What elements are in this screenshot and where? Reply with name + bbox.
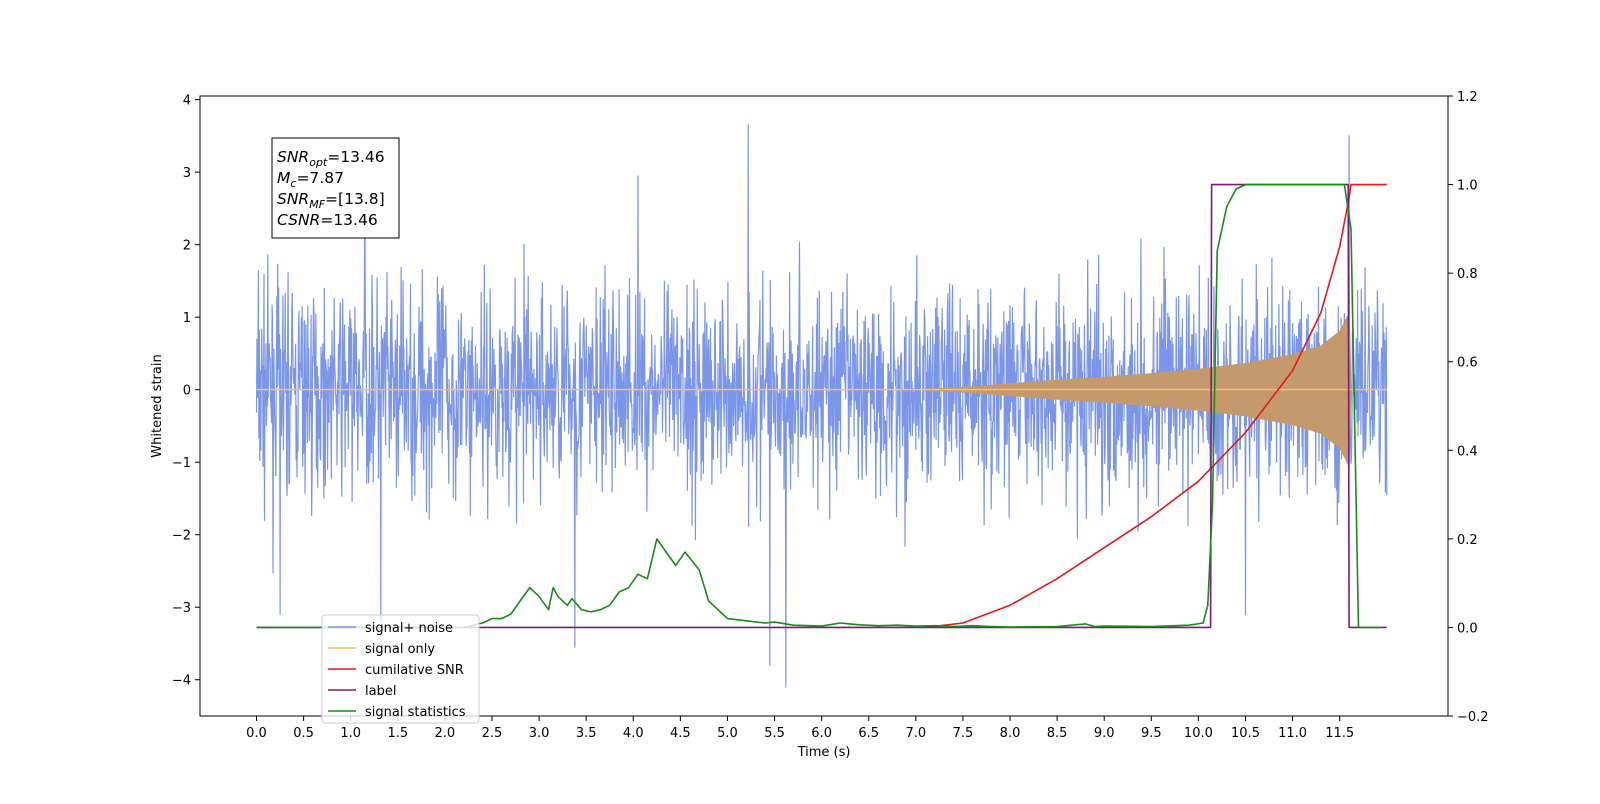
- x-tick-label: 6.0: [811, 726, 832, 741]
- y-tick-label: −2: [172, 529, 191, 544]
- legend-entry-label: signal statistics: [365, 705, 466, 720]
- legend-entry-label: signal+ noise: [365, 621, 453, 636]
- y2-tick-label: 1.2: [1457, 90, 1478, 105]
- legend-entry-label: label: [365, 684, 396, 699]
- y2-tick-label: 0.8: [1457, 267, 1478, 282]
- annotation-subscript: MF: [309, 198, 325, 211]
- legend: signal+ noise signal only cumilative SNR la…: [321, 614, 480, 724]
- annotation-subscript: opt: [309, 156, 328, 169]
- y2-tick-label: 0.2: [1457, 533, 1478, 548]
- annotation-box-frame: [271, 137, 400, 239]
- y-tick-label: −4: [172, 674, 191, 689]
- x-tick-label: 10.0: [1184, 726, 1213, 741]
- x-tick-label: 11.0: [1278, 726, 1307, 741]
- annotation-symbol: SNR: [277, 148, 309, 166]
- annotation-subscript: c: [290, 177, 296, 190]
- axes-layer: 0.0 0.5 1.0 1.5 2.0 2.5 3.0 3.5 4.0 4.5 5.0 5.5 6.0 6…: [150, 90, 1489, 760]
- x-tick-label: 3.5: [576, 726, 597, 741]
- x-tick-label: 6.5: [858, 726, 879, 741]
- y-tick-label: 0: [183, 384, 191, 399]
- x-tick-label: 10.5: [1231, 726, 1260, 741]
- y-tick-label: 1: [183, 311, 191, 326]
- annotation-value: =7.87: [296, 169, 344, 187]
- x-tick-label: 2.0: [435, 726, 456, 741]
- x-tick-label: 11.5: [1325, 726, 1354, 741]
- y-axis-label: Whitened strain: [150, 354, 165, 457]
- annotation-value: =13.46: [327, 148, 384, 166]
- annotation-line: Mc=7.87: [277, 169, 344, 190]
- annotation-line: SNRopt=13.46: [277, 148, 385, 169]
- annotation-symbol: CSNR: [277, 211, 320, 229]
- x-tick-label: 9.5: [1141, 726, 1162, 741]
- x-tick-label: 0.5: [293, 726, 314, 741]
- y-tick-label: 4: [183, 94, 191, 109]
- legend-frame: [321, 614, 480, 724]
- annotation-symbol: M: [277, 169, 290, 187]
- x-tick-label: 5.0: [717, 726, 738, 741]
- x-tick-label: 8.0: [1000, 726, 1021, 741]
- x-tick-label: 5.5: [764, 726, 785, 741]
- x-tick-label: 0.0: [246, 726, 267, 741]
- annotation-value: =[13.8]: [325, 190, 385, 208]
- annotation-line: SNRMF=[13.8]: [277, 190, 385, 211]
- x-tick-label: 4.0: [623, 726, 644, 741]
- y2-tick-label: 1.0: [1457, 179, 1478, 194]
- series-layer: [255, 124, 1388, 688]
- x-tick-label: 3.0: [529, 726, 550, 741]
- x-tick-label: 1.5: [387, 726, 408, 741]
- y2-tick-label: 0.4: [1457, 444, 1478, 459]
- y-tick-label: −1: [172, 456, 191, 471]
- x-tick-label: 1.0: [340, 726, 361, 741]
- series-signal-noise-line: [255, 124, 1388, 688]
- x-tick-label: 9.0: [1094, 726, 1115, 741]
- y2-tick-label: −0.2: [1457, 710, 1489, 725]
- legend-entry-label: signal only: [365, 642, 435, 657]
- series-signal-statistics-line: [256, 183, 1383, 629]
- x-tick-label: 7.0: [905, 726, 926, 741]
- annotation-box: SNRopt=13.46Mc=7.87SNRMF=[13.8]CSNR=13.4…: [271, 137, 400, 239]
- legend-entry-label: cumilative SNR: [365, 663, 464, 678]
- x-tick-label: 2.5: [482, 726, 503, 741]
- y2-tick-label: 0.6: [1457, 356, 1478, 371]
- y-tick-label: 2: [183, 239, 191, 254]
- x-tick-label: 7.5: [953, 726, 974, 741]
- annotation-symbol: SNR: [277, 190, 309, 208]
- plot-frame: [199, 95, 1449, 717]
- x-axis-label: Time (s): [797, 745, 851, 760]
- annotation-value: =13.46: [320, 211, 377, 229]
- y2-tick-label: 0.0: [1457, 621, 1478, 636]
- x-tick-label: 4.5: [670, 726, 691, 741]
- x-tick-label: 8.5: [1047, 726, 1068, 741]
- annotation-line: CSNR=13.46: [277, 211, 378, 229]
- y-tick-label: 3: [183, 166, 191, 181]
- y-tick-label: −3: [172, 601, 191, 616]
